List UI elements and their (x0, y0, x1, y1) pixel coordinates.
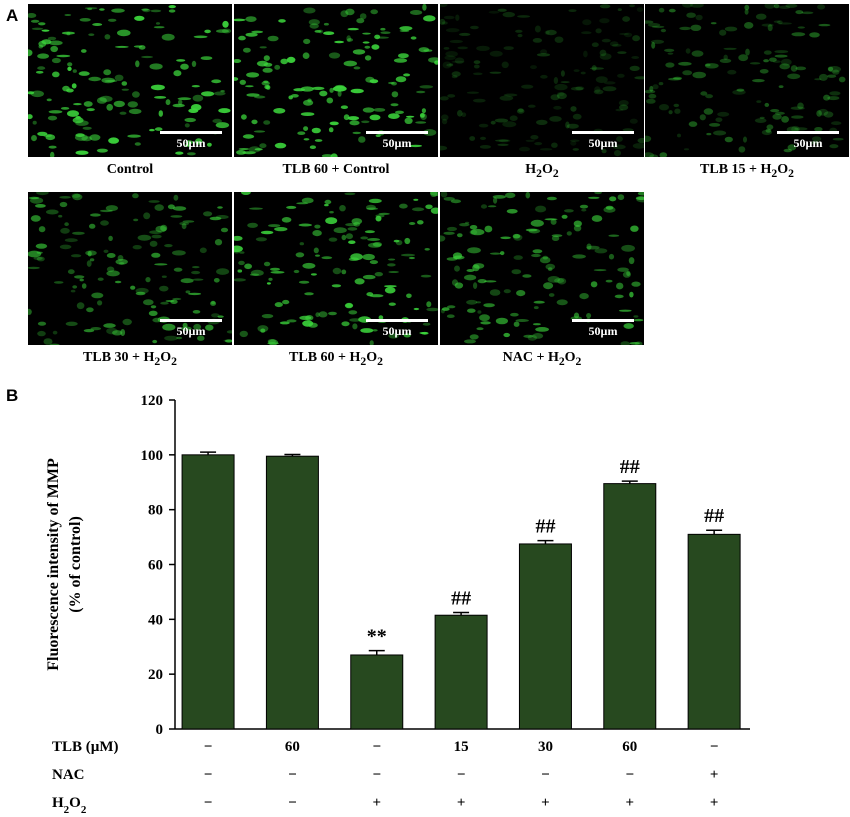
bar-6 (603, 483, 657, 730)
condition-value: − (288, 795, 297, 811)
micrograph-caption: TLB 60 + Control (282, 162, 390, 177)
y-tick-label: 0 (156, 722, 164, 738)
condition-value: − (457, 767, 466, 783)
micrograph-7: 50µm (440, 192, 644, 345)
condition-value: + (541, 795, 550, 811)
micrograph-6: 50µm (234, 192, 438, 345)
condition-value: − (204, 795, 213, 811)
scale-bar-label: 50µm (176, 324, 206, 338)
micrograph-caption: TLB 30 + H2O2 (83, 350, 177, 368)
micrograph-3: 50µm (440, 4, 644, 157)
panel-a-label: A (6, 6, 19, 25)
condition-value: + (710, 767, 719, 783)
condition-value: 15 (454, 739, 469, 755)
significance-label: ## (535, 516, 555, 538)
micrograph-caption: TLB 15 + H2O2 (700, 162, 794, 180)
micrograph-grid: 50µm Control 50µm TLB 60 + Control 50µm H2O2 5… (0, 0, 850, 380)
condition-value: + (372, 795, 381, 811)
micrograph-5: 50µm (28, 192, 232, 345)
significance-label: ** (367, 626, 387, 648)
y-axis-label: Fluorescence intensity of MMP (45, 458, 62, 671)
scale-bar: 50µm (572, 131, 634, 151)
condition-value: + (457, 795, 466, 811)
scale-bar: 50µm (366, 319, 428, 339)
mmp-bar-chart: 0 20 40 60 80 100 120 Fluorescence intensity of… (45, 393, 750, 816)
condition-label: NAC (52, 767, 85, 783)
condition-value: − (626, 767, 635, 783)
bar-1 (181, 454, 235, 730)
condition-value: − (541, 767, 550, 783)
condition-value: 60 (622, 739, 637, 755)
micrograph-caption: H2O2 (525, 162, 559, 180)
micrograph-caption: NAC + H2O2 (502, 350, 582, 368)
y-tick-label: 80 (148, 503, 163, 519)
cell-fluorescence (234, 4, 438, 157)
scale-bar: 50µm (160, 319, 222, 339)
y-axis-label-unit: (% of control) (67, 516, 84, 613)
panel-b-label: B (6, 386, 19, 405)
scale-bar-label: 50µm (793, 136, 823, 150)
micrograph-caption: Control (106, 162, 154, 177)
scale-bar: 50µm (366, 131, 428, 151)
scale-bar-label: 50µm (382, 136, 412, 150)
condition-value: + (710, 795, 719, 811)
y-tick-label: 40 (148, 612, 163, 628)
cell-fluorescence (234, 192, 438, 345)
condition-value: − (288, 767, 297, 783)
cell-fluorescence (645, 4, 846, 157)
y-tick-label: 20 (148, 667, 163, 683)
bar-5 (518, 543, 572, 730)
micrograph-caption: TLB 60 + H2O2 (289, 350, 383, 368)
condition-value: 60 (285, 739, 300, 755)
y-tick-label: 100 (141, 448, 164, 464)
bar-3 (350, 654, 404, 730)
condition-value: − (372, 767, 381, 783)
significance-label: ## (451, 587, 471, 609)
micrograph-4: 50µm (645, 4, 849, 157)
y-tick-label: 120 (141, 393, 164, 409)
cell-fluorescence (440, 192, 644, 345)
condition-label: H2O2 (52, 795, 87, 816)
condition-label: TLB (µM) (52, 739, 119, 755)
cell-fluorescence (440, 4, 644, 157)
condition-value: − (372, 739, 381, 755)
cell-fluorescence (28, 5, 232, 157)
scale-bar-label: 50µm (588, 136, 618, 150)
significance-label: ## (620, 456, 640, 478)
scale-bar-label: 50µm (382, 324, 412, 338)
y-tick-label: 60 (148, 558, 163, 574)
condition-value: − (710, 739, 719, 755)
significance-label: ## (704, 505, 724, 527)
micrograph-1: 50µm (28, 4, 232, 157)
condition-value: + (626, 795, 635, 811)
micrograph-2: 50µm (234, 4, 438, 157)
condition-value: 30 (538, 739, 553, 755)
scale-bar: 50µm (160, 131, 222, 151)
scale-bar-label: 50µm (176, 136, 206, 150)
scale-bar: 50µm (572, 319, 634, 339)
scale-bar: 50µm (777, 131, 839, 151)
bar-4 (434, 614, 488, 730)
bar-2 (265, 455, 319, 730)
cell-fluorescence (28, 192, 232, 345)
condition-value: − (204, 739, 213, 755)
condition-value: − (204, 767, 213, 783)
scale-bar-label: 50µm (588, 324, 618, 338)
bar-7 (687, 533, 741, 730)
